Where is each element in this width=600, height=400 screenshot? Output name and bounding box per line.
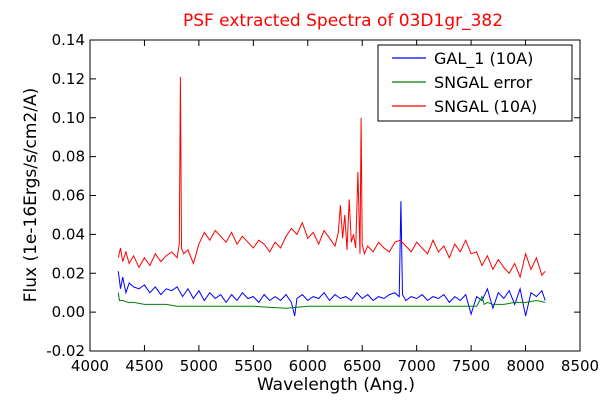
- plot-series-group: [117, 76, 546, 317]
- legend-label-sngal-error: SNGAL error: [434, 73, 533, 92]
- y-tick-label: 0.08: [52, 148, 85, 166]
- y-tick-label: 0.12: [52, 70, 85, 88]
- x-tick-label: 4000: [71, 357, 109, 375]
- series-line-2: [117, 76, 546, 279]
- x-tick-label: 8000: [506, 357, 544, 375]
- y-axis: -0.02 0.00 0.02 0.04 0.06 0.08 0.10 0.12 0.14: [46, 31, 580, 360]
- x-tick-label: 5000: [180, 357, 218, 375]
- legend: GAL_1 (10A) SNGAL error SNGAL (10A): [377, 44, 573, 122]
- y-tick-label: 0.06: [52, 187, 85, 205]
- x-tick-label: 8500: [561, 357, 599, 375]
- series-line-0: [117, 201, 546, 317]
- y-tick-label: 0.14: [52, 31, 85, 49]
- series-line-1: [117, 292, 546, 309]
- legend-label-sngal: SNGAL (10A): [434, 97, 537, 116]
- y-tick-label: 0.04: [52, 225, 85, 243]
- x-tick-label: 6500: [343, 357, 381, 375]
- y-tick-label: -0.02: [46, 342, 85, 360]
- x-axis-label: Wavelength (Ang.): [257, 375, 415, 395]
- legend-label-gal1: GAL_1 (10A): [434, 49, 533, 69]
- x-axis: 4000 4500 5000 5500 6000 6500 7000 7500 8000 8500: [71, 40, 599, 375]
- y-axis-label: Flux (1e-16Ergs/s/cm2/A): [21, 88, 41, 303]
- x-tick-label: 6000: [289, 357, 327, 375]
- x-tick-label: 4500: [125, 357, 163, 375]
- x-tick-label: 7000: [398, 357, 436, 375]
- x-tick-label: 7500: [452, 357, 490, 375]
- x-tick-label: 5500: [234, 357, 272, 375]
- y-tick-label: 0.02: [52, 264, 85, 282]
- chart-title: PSF extracted Spectra of 03D1gr_382: [183, 11, 503, 31]
- y-tick-label: 0.10: [52, 109, 85, 127]
- y-tick-label: 0.00: [52, 303, 85, 321]
